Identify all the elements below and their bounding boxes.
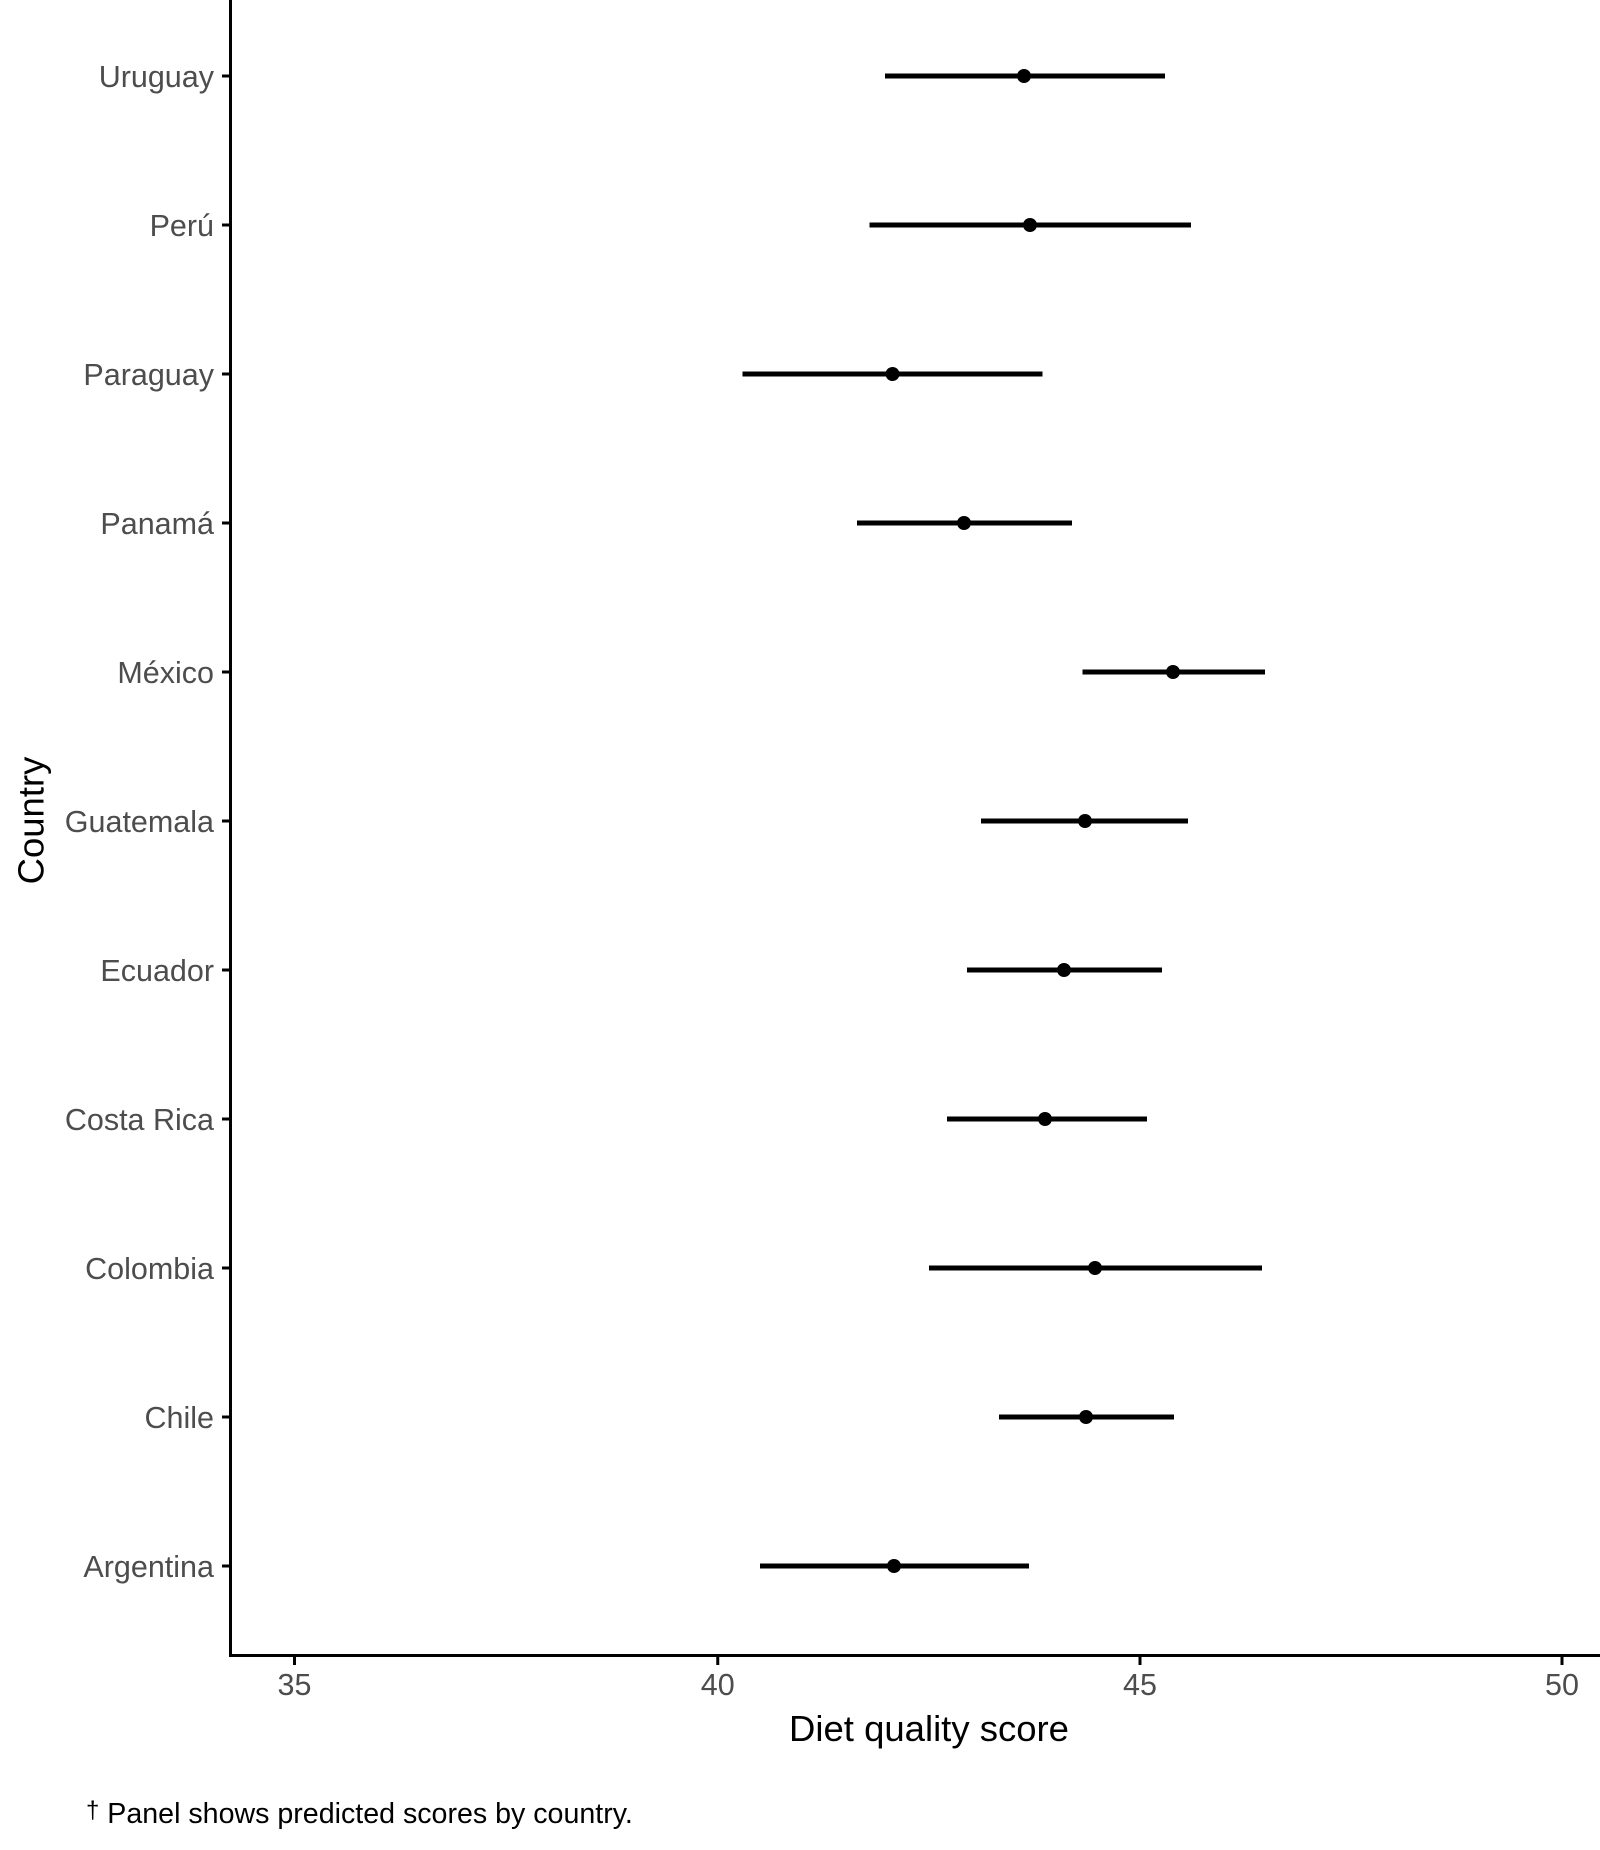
svg-text:Chile: Chile — [144, 1401, 214, 1435]
svg-text:Costa Rica: Costa Rica — [65, 1103, 214, 1137]
svg-text:35: 35 — [278, 1668, 312, 1702]
svg-text:Diet quality score: Diet quality score — [789, 1708, 1069, 1749]
svg-text:45: 45 — [1123, 1668, 1157, 1702]
svg-text:40: 40 — [701, 1668, 735, 1702]
svg-text:Country: Country — [11, 756, 52, 885]
svg-text:Uruguay: Uruguay — [99, 60, 215, 94]
svg-text:Paraguay: Paraguay — [83, 358, 214, 392]
svg-text:México: México — [117, 656, 214, 690]
svg-text:Ecuador: Ecuador — [100, 954, 214, 988]
svg-text:Colombia: Colombia — [85, 1252, 214, 1286]
svg-text:Guatemala: Guatemala — [65, 805, 214, 839]
svg-text:Panamá: Panamá — [100, 507, 214, 541]
svg-text:50: 50 — [1545, 1668, 1579, 1702]
svg-text:Argentina: Argentina — [83, 1550, 214, 1584]
svg-text:† Panel shows predicted scores: † Panel shows predicted scores by countr… — [86, 1797, 633, 1830]
svg-text:Perú: Perú — [150, 209, 214, 243]
